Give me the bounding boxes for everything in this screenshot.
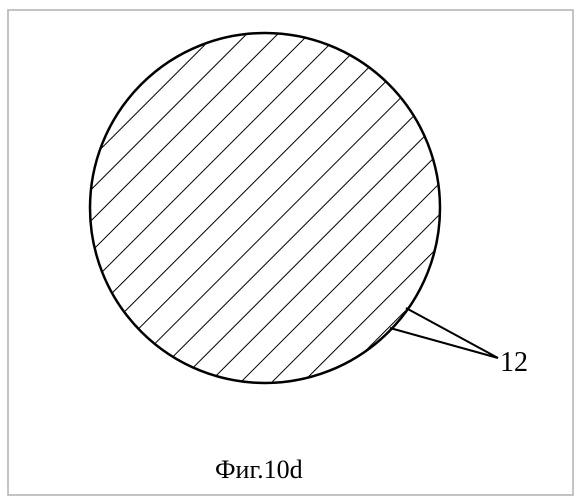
- figure-caption: Фиг.10d: [215, 455, 303, 485]
- figure-container: 12 Фиг.10d: [0, 0, 580, 500]
- leader-lines: [390, 308, 498, 358]
- reference-number: 12: [500, 347, 528, 379]
- diagram-svg: [0, 0, 580, 500]
- hatched-circle: [60, 5, 480, 425]
